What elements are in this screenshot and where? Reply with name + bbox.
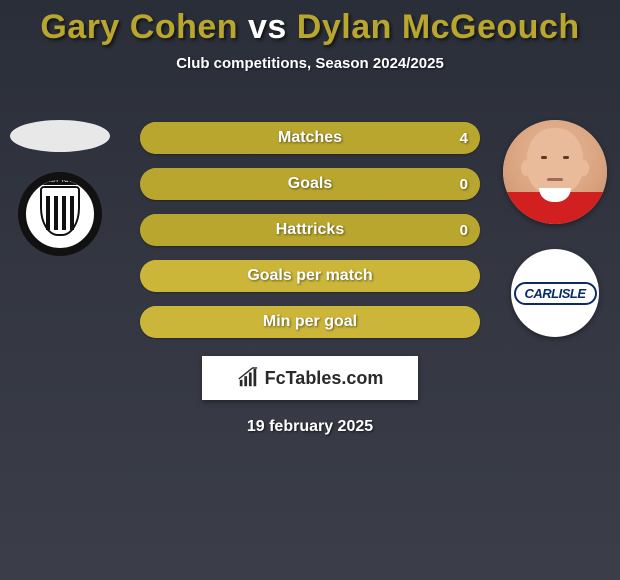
player2-club-logo: CARLISLE bbox=[511, 249, 599, 337]
club1-name: GRIMSBY TOWN FC bbox=[26, 177, 94, 185]
stat-label: Hattricks bbox=[140, 221, 480, 239]
club2-name: CARLISLE bbox=[514, 282, 597, 305]
subtitle: Club competitions, Season 2024/2025 bbox=[0, 55, 620, 72]
footer-block: FcTables.com 19 february 2025 bbox=[140, 350, 480, 436]
stat-row: Goals per match bbox=[140, 260, 480, 292]
stat-label: Matches bbox=[140, 129, 480, 147]
watermark: FcTables.com bbox=[202, 356, 418, 400]
comparison-title: Gary Cohen vs Dylan McGeouch bbox=[0, 0, 620, 47]
stat-row: Goals0 bbox=[140, 168, 480, 200]
stat-row: Hattricks0 bbox=[140, 214, 480, 246]
player1-avatar-placeholder bbox=[10, 120, 110, 152]
stat-row: Min per goal bbox=[140, 306, 480, 338]
stat-label: Goals bbox=[140, 175, 480, 193]
stat-value-right: 0 bbox=[460, 222, 468, 239]
player1-club-logo: GRIMSBY TOWN FC bbox=[18, 172, 102, 256]
stat-label: Goals per match bbox=[140, 267, 480, 285]
vs-text: vs bbox=[248, 8, 287, 46]
left-column: GRIMSBY TOWN FC bbox=[10, 120, 110, 256]
stat-value-right: 4 bbox=[460, 130, 468, 147]
player2-avatar bbox=[503, 120, 607, 224]
stats-bars: Matches4Goals0Hattricks0Goals per matchM… bbox=[140, 122, 480, 352]
stat-row: Matches4 bbox=[140, 122, 480, 154]
watermark-text: FcTables.com bbox=[265, 368, 384, 389]
player2-name: Dylan McGeouch bbox=[297, 8, 580, 46]
right-column: CARLISLE bbox=[500, 120, 610, 337]
stat-value-right: 0 bbox=[460, 176, 468, 193]
chart-icon bbox=[237, 367, 259, 389]
player1-name: Gary Cohen bbox=[40, 8, 238, 46]
date-text: 19 february 2025 bbox=[140, 418, 480, 436]
stat-label: Min per goal bbox=[140, 313, 480, 331]
